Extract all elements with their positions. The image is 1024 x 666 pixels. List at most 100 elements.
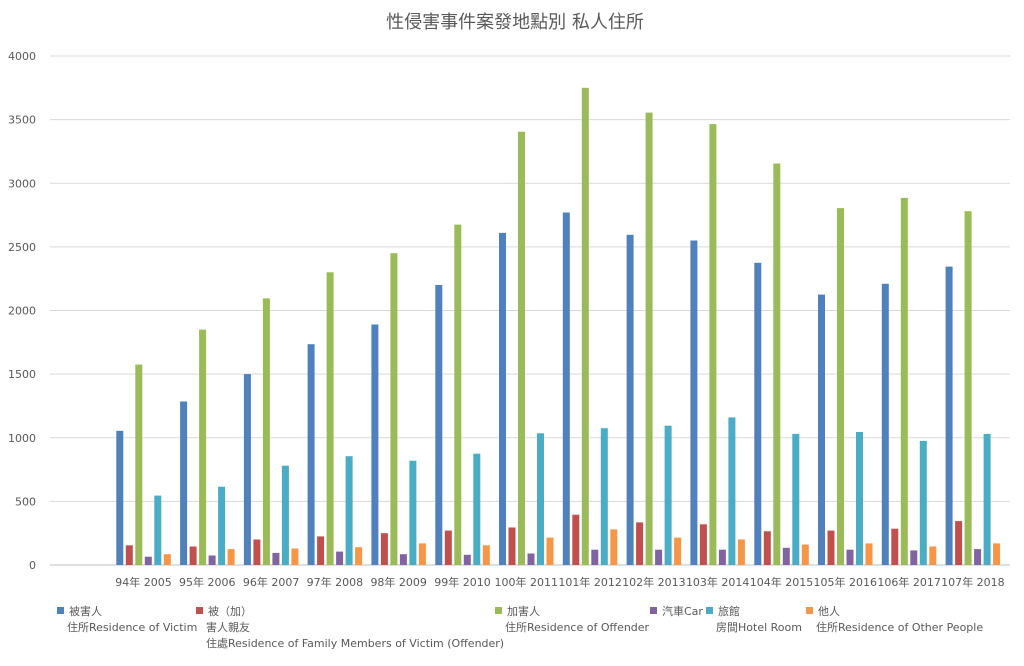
bar [180, 401, 188, 565]
y-tick-label: 3500 [8, 114, 36, 127]
legend-label: 旅館 [718, 605, 740, 618]
legend-label: 汽車Car [662, 605, 703, 618]
x-tick-label: 96年 2007 [243, 575, 300, 589]
bar [856, 432, 863, 565]
legend-label: 住所Residence of Offender [505, 621, 650, 634]
bar [326, 272, 334, 565]
y-tick-label: 2500 [8, 241, 36, 254]
bar [218, 486, 226, 565]
bar [801, 544, 809, 565]
bar [754, 262, 762, 565]
bar [454, 224, 462, 565]
bar [674, 537, 682, 565]
bar [527, 553, 535, 565]
bar [144, 556, 152, 565]
bar [919, 440, 927, 565]
y-axis-ticks: 0 500 1000 1500 2000 2500 3000 3500 4000 [8, 50, 36, 572]
x-tick-label: 97年 2008 [307, 575, 364, 589]
bar [846, 549, 854, 565]
bar [645, 112, 653, 565]
bar [262, 298, 270, 565]
legend-label: 住所Residence of Other People [816, 621, 984, 634]
y-tick-label: 3000 [8, 177, 36, 190]
y-tick-label: 4000 [8, 50, 36, 63]
bar [199, 329, 207, 565]
bar [792, 433, 800, 565]
bar [562, 212, 570, 565]
y-tick-label: 1500 [8, 368, 36, 381]
x-tick-label: 100年 2011 [495, 575, 559, 589]
bar [655, 549, 663, 565]
bar [409, 460, 417, 565]
x-tick-label: 107年 2018 [941, 575, 1005, 589]
bar [307, 344, 315, 565]
bar [945, 266, 953, 565]
bar [125, 545, 133, 565]
bar [718, 549, 726, 565]
legend-label: 房間Hotel Room [716, 621, 802, 634]
bar [837, 208, 844, 565]
bar [380, 533, 388, 565]
bar [572, 514, 580, 565]
bar [974, 549, 982, 565]
bar [272, 552, 280, 565]
bar [626, 234, 634, 566]
legend-label: 害人親友 [206, 621, 250, 634]
bar [518, 131, 525, 565]
x-tick-label: 95年 2006 [179, 575, 236, 589]
bar [964, 211, 972, 565]
bar [929, 546, 937, 565]
bar [281, 465, 289, 565]
x-tick-label: 99年 2010 [434, 575, 491, 589]
bar [699, 524, 707, 565]
bar [189, 546, 197, 565]
gridlines [50, 55, 1010, 566]
bar [782, 547, 790, 565]
bar [227, 549, 235, 565]
legend-swatch [706, 607, 713, 614]
bars [116, 87, 1001, 566]
bar [865, 543, 873, 565]
legend-label: 住處Residence of Family Members of Victim … [206, 637, 505, 650]
bar [243, 374, 251, 565]
bar [154, 495, 162, 565]
legend-label: 住所Residence of Victim [67, 621, 198, 634]
bar [993, 543, 1001, 565]
bar [690, 240, 698, 565]
bar [135, 364, 143, 565]
legend-label: 他人 [818, 605, 840, 618]
legend-swatch [650, 607, 657, 614]
legend-item-offender-residence: 加害人 住所Residence of Offender [495, 604, 649, 636]
bar [610, 529, 618, 565]
bar [163, 554, 171, 565]
bar [499, 232, 506, 565]
bar [291, 548, 299, 565]
legend-swatch [196, 607, 203, 614]
x-tick-label: 102年 2013 [622, 575, 686, 589]
y-tick-label: 0 [29, 559, 36, 572]
bar [900, 197, 908, 565]
bar [709, 124, 717, 565]
chart-title: 性侵害事件案發地點別 私人住所 [386, 12, 644, 33]
bar [591, 549, 599, 565]
x-tick-label: 106年 2017 [877, 575, 941, 589]
legend-label: 被（加） [208, 605, 252, 618]
x-tick-label: 103年 2014 [686, 575, 750, 589]
bar [891, 528, 899, 565]
bar [317, 536, 325, 565]
y-tick-label: 2000 [8, 305, 36, 318]
bar [371, 324, 379, 565]
bar [600, 428, 608, 565]
y-tick-label: 500 [15, 495, 36, 508]
legend-item-car: 汽車Car [650, 604, 703, 620]
bar [763, 531, 771, 565]
legend-item-hotel-room: 旅館 房間Hotel Room [706, 604, 802, 636]
bar [253, 539, 261, 565]
bar [983, 433, 991, 565]
bar [818, 294, 825, 565]
x-tick-label: 105年 2016 [814, 575, 878, 589]
bar [546, 537, 554, 565]
bar [664, 425, 672, 565]
bar [116, 430, 124, 565]
